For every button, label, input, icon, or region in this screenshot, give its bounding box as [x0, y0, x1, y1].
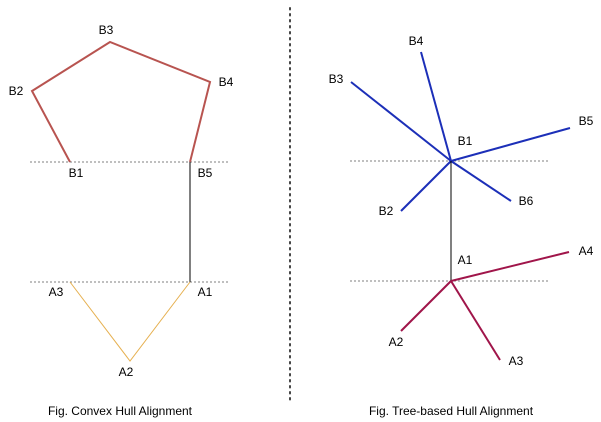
left-label-a1: A1 — [198, 285, 213, 299]
left-label-a2: A2 — [119, 365, 134, 379]
right-edge-a1-a4 — [450, 251, 570, 282]
right-label-b6: B6 — [519, 194, 534, 208]
left-label-a3: A3 — [49, 285, 64, 299]
left-label-b5: B5 — [198, 166, 213, 180]
right-label-b2: B2 — [379, 204, 394, 218]
right-edge-a1-a2 — [400, 280, 452, 332]
left-a-hull-polyline — [69, 281, 191, 362]
left-label-b2: B2 — [9, 84, 24, 98]
right-label-a1: A1 — [458, 253, 473, 267]
right-label-a4: A4 — [579, 244, 594, 258]
left-caption: Fig. Convex Hull Alignment — [48, 404, 193, 418]
right-label-b3: B3 — [329, 72, 344, 86]
right-edge-a1-a3 — [450, 280, 501, 361]
convex-hull-panel: B3 B2 B4 B1 B5 A3 A1 A2 Fig. Convex Hull… — [9, 23, 234, 418]
right-label-b5: B5 — [579, 114, 594, 128]
right-label-b1: B1 — [458, 134, 473, 148]
left-label-b4: B4 — [219, 75, 234, 89]
right-edge-b1-b2 — [400, 160, 452, 212]
right-label-a2: A2 — [389, 335, 404, 349]
right-edge-b1-b4 — [420, 51, 452, 162]
tree-hull-panel: B4 B3 B5 B1 B6 B2 A4 A1 A2 A3 Fig. Tree-… — [329, 34, 594, 418]
right-edge-b1-b6 — [450, 160, 512, 202]
left-label-b1: B1 — [69, 166, 84, 180]
right-label-b4: B4 — [409, 34, 424, 48]
right-caption: Fig. Tree-based Hull Alignment — [369, 404, 534, 418]
right-label-a3: A3 — [509, 354, 524, 368]
right-edge-b1-b3 — [350, 81, 452, 162]
left-b-hull-polyline — [30, 40, 212, 163]
right-edge-b1-b5 — [450, 127, 571, 162]
left-label-b3: B3 — [99, 23, 114, 37]
